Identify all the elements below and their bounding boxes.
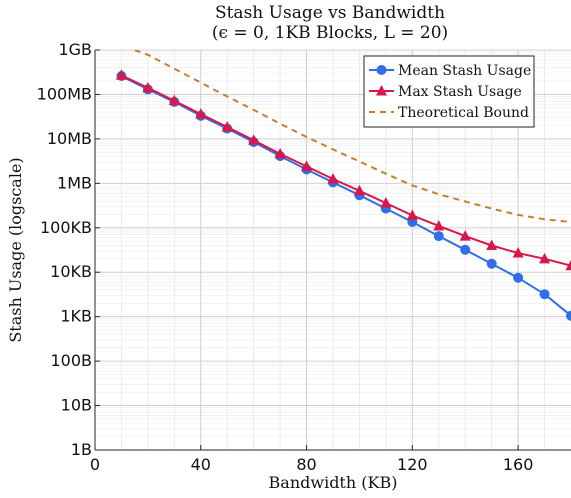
chart-title: Stash Usage vs Bandwidth	[215, 3, 445, 23]
data-point	[486, 258, 497, 269]
data-point	[433, 231, 444, 242]
y-tick-label: 1B	[71, 440, 92, 459]
data-point	[274, 147, 286, 159]
y-tick-label: 10KB	[50, 262, 92, 281]
data-point	[565, 259, 571, 271]
series-group	[115, 50, 571, 321]
data-point	[221, 121, 233, 132]
data-point	[460, 244, 471, 255]
x-tick-label: 160	[503, 455, 534, 474]
data-point	[539, 252, 551, 264]
data-point	[539, 289, 550, 300]
y-tick-label: 100B	[50, 351, 92, 370]
chart-subtitle: (ϵ = 0, 1KB Blocks, L = 20)	[212, 23, 448, 43]
x-tick-label: 120	[397, 455, 428, 474]
data-point	[195, 108, 207, 119]
legend-label: Mean Stash Usage	[398, 63, 531, 79]
legend-label: Theoretical Bound	[398, 105, 529, 121]
y-tick-label: 1GB	[58, 40, 92, 59]
x-tick-label: 80	[296, 455, 316, 474]
y-tick-label: 10B	[61, 396, 92, 415]
data-point	[459, 230, 471, 241]
y-tick-label: 1MB	[57, 173, 92, 192]
data-point	[301, 160, 313, 171]
data-point	[486, 239, 498, 250]
y-tick-label: 10MB	[47, 129, 92, 148]
data-point	[142, 81, 154, 93]
data-point	[168, 94, 180, 106]
data-point	[406, 209, 418, 220]
legend-swatch-marker	[376, 85, 387, 96]
plot-area: 0 40 80 120 160 1B 10B 100B 1KB 10KB 100KB 1MB 10MB 1…	[37, 40, 571, 474]
data-point	[512, 247, 524, 258]
x-tick-label: 40	[191, 455, 211, 474]
y-tick-label: 1KB	[60, 307, 92, 326]
data-point	[380, 197, 392, 208]
data-point	[327, 173, 339, 184]
y-tick-label: 100KB	[40, 218, 92, 237]
x-tick-label: 0	[90, 455, 100, 474]
data-point	[248, 134, 260, 145]
legend-label: Max Stash Usage	[398, 84, 522, 100]
data-point	[433, 219, 445, 231]
y-tick-label: 100MB	[37, 84, 92, 103]
series-line-2	[134, 50, 571, 223]
y-axis-label: Stash Usage (logscale)	[6, 157, 25, 342]
series-line-1	[120, 74, 571, 267]
data-point	[566, 310, 571, 321]
data-point	[115, 69, 127, 80]
legend-swatch-marker	[376, 65, 387, 75]
data-point	[353, 184, 365, 196]
x-axis-label: Bandwidth (KB)	[269, 473, 398, 492]
data-point	[513, 272, 524, 283]
legend: Mean Stash Usage Max Stash Usage Theoretic…	[363, 55, 535, 128]
